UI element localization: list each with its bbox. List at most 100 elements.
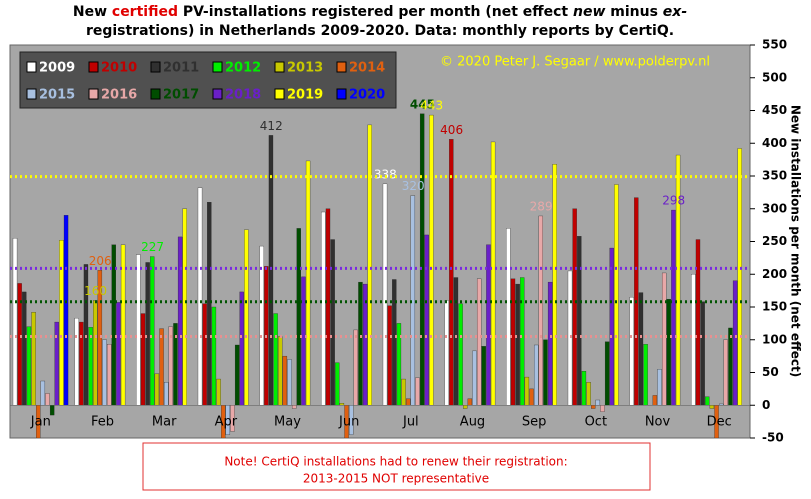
bar <box>164 382 169 406</box>
bar <box>638 292 644 406</box>
bar <box>691 274 696 406</box>
data-label: 412 <box>260 119 283 133</box>
bar <box>244 229 249 406</box>
legend-swatch <box>336 88 347 100</box>
legend-label: 2019 <box>287 88 323 103</box>
bar <box>444 300 449 406</box>
y-tick-label: 250 <box>762 234 787 248</box>
data-label: 289 <box>530 199 553 213</box>
bar <box>301 276 306 406</box>
bar <box>168 326 173 406</box>
bar <box>330 239 335 406</box>
bar <box>79 321 84 406</box>
bar <box>259 245 264 406</box>
bar <box>657 369 662 406</box>
note-line: 2013-2015 NOT representative <box>303 472 489 486</box>
legend-label: 2020 <box>349 88 385 103</box>
legend-swatch <box>88 88 99 100</box>
title-part: minus <box>605 4 662 20</box>
legend-swatch <box>26 88 37 100</box>
data-label: 227 <box>141 240 164 254</box>
bar <box>490 141 496 406</box>
legend-swatch <box>336 61 347 73</box>
bar <box>467 398 473 406</box>
bar <box>506 228 511 406</box>
legend-swatch <box>274 61 285 73</box>
bar <box>335 362 340 406</box>
legend-label: 2017 <box>163 88 199 103</box>
bar <box>577 236 582 406</box>
bar <box>567 270 573 406</box>
bar <box>458 303 463 406</box>
bar <box>604 341 610 406</box>
bar <box>145 262 150 406</box>
legend-swatch <box>212 61 223 73</box>
bar <box>88 327 93 406</box>
bar <box>538 215 543 406</box>
bar <box>159 328 164 406</box>
bar <box>40 380 46 406</box>
bar <box>709 405 715 409</box>
bar <box>287 359 292 406</box>
bar <box>102 339 107 406</box>
note-line: Note! CertiQ installations had to renew … <box>224 455 567 469</box>
bar <box>12 238 18 406</box>
bar <box>534 344 539 406</box>
bar <box>666 298 671 406</box>
title-part: PV-installations registered per month (n… <box>178 4 573 20</box>
bar <box>486 244 491 406</box>
bar <box>59 240 64 406</box>
y-tick-label: 0 <box>762 398 770 412</box>
x-tick-label: Nov <box>645 415 671 430</box>
x-tick-label: Dec <box>707 415 732 430</box>
bar <box>282 355 288 406</box>
bar <box>732 280 738 406</box>
legend-swatch <box>150 61 161 73</box>
bar <box>207 202 212 406</box>
bar <box>524 376 530 406</box>
y-tick-label: 450 <box>762 103 787 117</box>
legend-label: 2010 <box>101 61 137 76</box>
bar <box>387 305 392 406</box>
x-tick-label: May <box>274 415 301 430</box>
credit: © 2020 Peter J. Segaar / www.polderpv.nl <box>440 55 710 70</box>
bar <box>150 256 155 406</box>
bar <box>737 148 742 406</box>
bar <box>234 344 240 406</box>
bar <box>643 344 648 406</box>
legend-swatch <box>274 88 285 100</box>
bars-layer <box>12 113 742 438</box>
bar <box>197 187 203 406</box>
y-tick-label: 150 <box>762 300 787 314</box>
legend-label: 2013 <box>287 61 323 76</box>
bar <box>177 236 183 406</box>
note-box <box>142 442 651 491</box>
y-tick-label: 200 <box>762 267 787 281</box>
x-tick-label: Jun <box>338 415 359 430</box>
x-tick-label: Feb <box>91 415 114 430</box>
legend-label: 2009 <box>39 61 75 76</box>
bar <box>239 291 244 406</box>
bar <box>211 306 217 406</box>
bar <box>74 317 79 406</box>
bar <box>476 278 482 406</box>
bar <box>273 313 278 406</box>
bar <box>629 297 634 406</box>
bar <box>595 399 601 406</box>
bar <box>392 279 397 406</box>
data-label: 160 <box>84 284 107 298</box>
x-tick-label: Jul <box>402 415 419 430</box>
x-tick-label: Apr <box>215 415 238 430</box>
bar <box>415 377 420 406</box>
x-tick-label: Aug <box>460 415 485 430</box>
bar <box>705 396 710 406</box>
legend-box <box>19 51 397 109</box>
bar <box>93 300 98 406</box>
bar <box>449 139 454 406</box>
bar <box>463 405 468 409</box>
bar <box>106 344 112 406</box>
bar <box>136 254 141 406</box>
bar <box>591 405 596 409</box>
chart-title-line2: registrations) in Netherlands 2009-2020.… <box>86 23 674 39</box>
bar <box>278 336 283 406</box>
